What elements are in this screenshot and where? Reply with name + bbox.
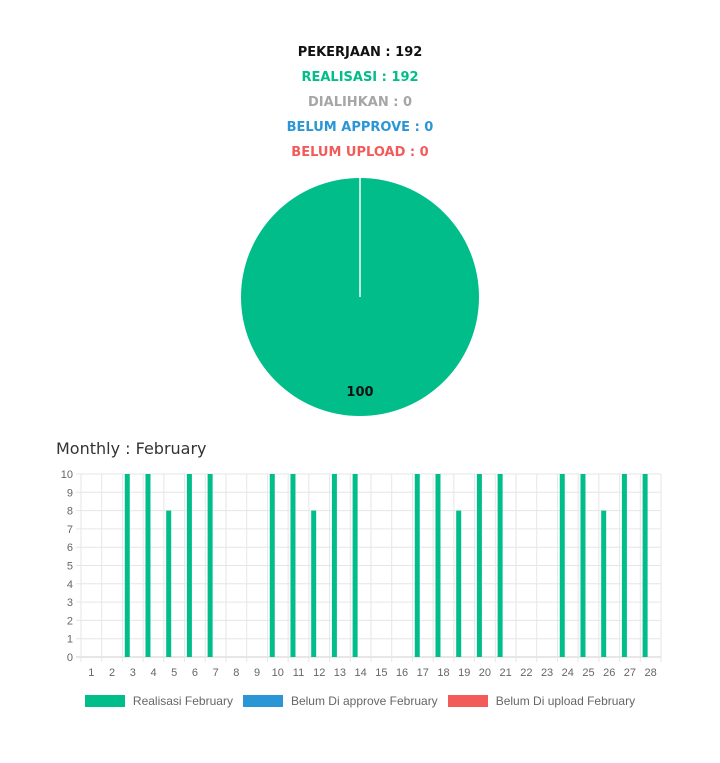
x-tick-label: 24: [562, 667, 574, 679]
x-tick-label: 15: [375, 667, 387, 679]
bar[interactable]: [435, 474, 441, 657]
legend-label: Realisasi February: [132, 694, 233, 708]
bar[interactable]: [559, 474, 565, 657]
x-tick-label: 13: [334, 667, 346, 679]
x-tick-label: 6: [192, 667, 198, 679]
bar[interactable]: [642, 474, 648, 657]
x-tick-label: 22: [520, 667, 532, 679]
y-tick-label: 4: [67, 579, 73, 591]
x-tick-label: 1: [88, 667, 94, 679]
x-tick-label: 4: [150, 667, 156, 679]
x-tick-label: 27: [624, 667, 636, 679]
y-tick-label: 5: [67, 561, 73, 573]
x-tick-label: 7: [213, 667, 219, 679]
x-tick-label: 19: [458, 667, 470, 679]
bar[interactable]: [456, 510, 462, 657]
pie-slice-label: 100: [346, 385, 373, 400]
x-tick-label: 14: [355, 667, 367, 679]
bar[interactable]: [207, 474, 213, 657]
x-tick-label: 11: [293, 667, 304, 679]
belum-approve-total: BELUM APPROVE : 0: [286, 120, 434, 135]
bar[interactable]: [497, 474, 503, 657]
legend-swatch: [84, 695, 125, 707]
y-tick-label: 0: [67, 652, 73, 664]
legend-item[interactable]: Belum Di upload February: [447, 694, 636, 708]
legend-swatch: [242, 695, 283, 707]
x-tick-label: 18: [437, 667, 449, 679]
pekerjaan-total: PEKERJAAN : 192: [297, 45, 423, 60]
legend-label: Belum Di approve February: [290, 694, 438, 708]
belum-upload-total: BELUM UPLOAD : 0: [291, 145, 429, 160]
bar[interactable]: [124, 474, 130, 657]
bar[interactable]: [601, 510, 607, 657]
x-tick-label: 9: [254, 667, 260, 679]
y-tick-label: 7: [67, 524, 73, 536]
bar[interactable]: [186, 474, 192, 657]
x-tick-label: 2: [109, 667, 115, 679]
x-tick-label: 25: [582, 667, 594, 679]
bar[interactable]: [311, 510, 317, 657]
y-tick-label: 6: [67, 542, 73, 554]
x-tick-label: 12: [313, 667, 325, 679]
x-tick-label: 23: [541, 667, 553, 679]
bar[interactable]: [290, 474, 296, 657]
x-tick-label: 8: [233, 667, 239, 679]
realisasi-total: REALISASI : 192: [301, 70, 419, 85]
bar[interactable]: [414, 474, 420, 657]
x-tick-label: 5: [171, 667, 177, 679]
x-tick-label: 16: [396, 667, 408, 679]
y-tick-label: 9: [67, 487, 73, 499]
y-tick-label: 2: [67, 615, 73, 627]
y-tick-label: 8: [67, 506, 73, 518]
y-tick-label: 10: [61, 469, 73, 481]
legend-swatch: [447, 695, 488, 707]
bar[interactable]: [269, 474, 275, 657]
y-tick-label: 1: [67, 634, 73, 646]
x-tick-label: 17: [417, 667, 429, 679]
bar[interactable]: [145, 474, 151, 657]
legend-item[interactable]: Belum Di approve February: [242, 694, 438, 708]
legend-item[interactable]: Realisasi February: [84, 694, 233, 708]
bar[interactable]: [331, 474, 337, 657]
legend-label: Belum Di upload February: [495, 694, 636, 708]
pie-chart: 100: [241, 178, 479, 416]
x-tick-label: 3: [130, 667, 136, 679]
y-tick-label: 3: [67, 597, 73, 609]
x-tick-label: 21: [500, 667, 512, 679]
bar[interactable]: [580, 474, 586, 657]
chart-legend: Realisasi February Belum Di approve Febru…: [0, 694, 720, 708]
monthly-title: Monthly : February: [56, 439, 207, 458]
bar[interactable]: [166, 510, 172, 657]
x-tick-label: 28: [645, 667, 657, 679]
bar[interactable]: [476, 474, 482, 657]
bar[interactable]: [352, 474, 358, 657]
x-tick-label: 26: [603, 667, 615, 679]
bar[interactable]: [621, 474, 627, 657]
x-tick-label: 20: [479, 667, 491, 679]
dialihkan-total: DIALIHKAN : 0: [308, 95, 412, 110]
summary-panel: PEKERJAAN : 192 REALISASI : 192 DIALIHKA…: [0, 40, 720, 165]
x-tick-label: 10: [272, 667, 284, 679]
